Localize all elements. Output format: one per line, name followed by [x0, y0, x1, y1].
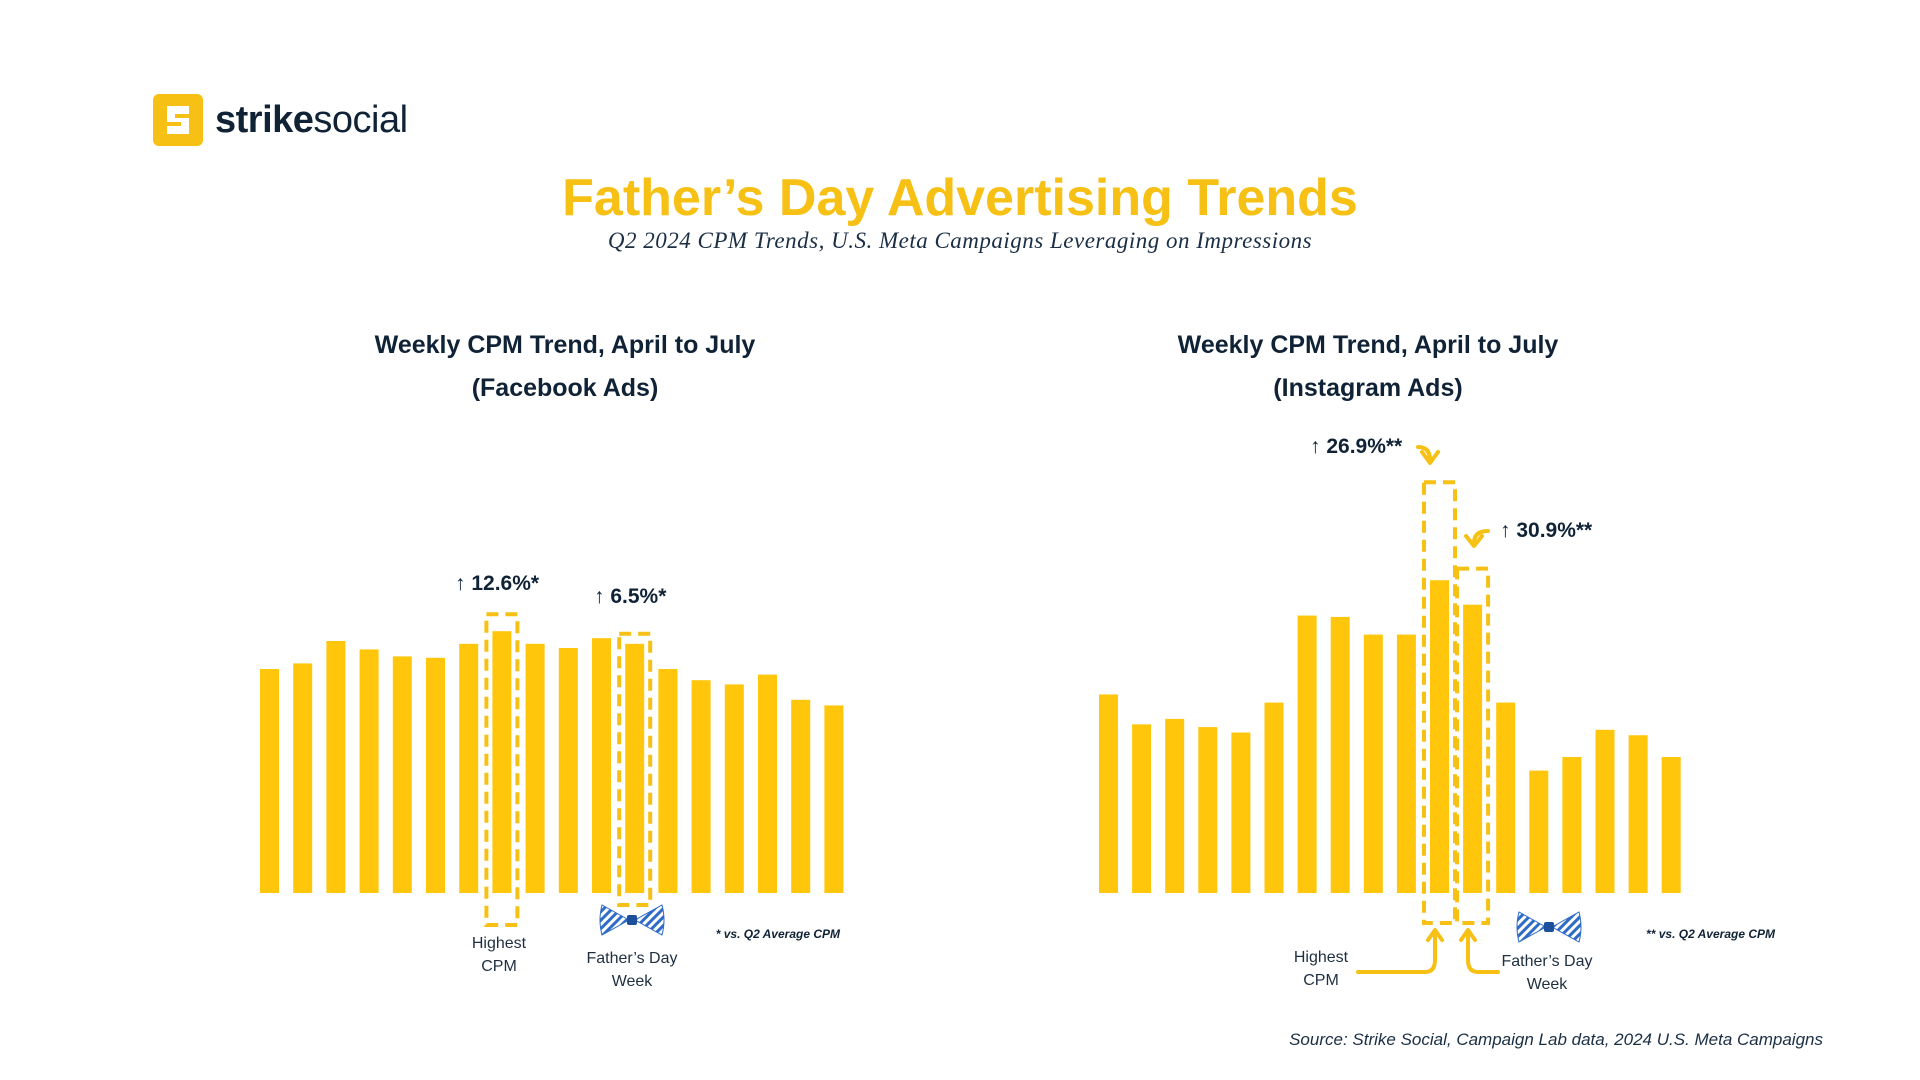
bar [758, 674, 777, 893]
bar [492, 631, 512, 893]
facebook-chart-title-line2: (Facebook Ads) [471, 374, 659, 402]
brand-wordmark: strikesocial [215, 101, 408, 139]
highlight-box [1455, 566, 1491, 925]
highest-cpm-connector [1356, 930, 1437, 974]
bar [525, 643, 545, 893]
bar [426, 657, 445, 893]
bar [724, 684, 744, 893]
bar [658, 669, 678, 893]
highlight-caption: CPM [481, 958, 517, 975]
highest-cpm-arrowhead [1426, 928, 1444, 942]
highlight-caption: Highest [472, 935, 527, 952]
bar [1430, 580, 1449, 893]
bar [1330, 616, 1350, 893]
bar [1661, 757, 1681, 893]
brand-name-regular: social [313, 99, 408, 141]
bar [1496, 702, 1516, 893]
instagram-chart-title-line2: (Instagram Ads) [1273, 374, 1463, 402]
bow-tie-icon [599, 904, 665, 936]
facebook-bar-chart: ↑ 12.6%* Highest CPM ↑ 6.5%* Father’s Day Wee… [260, 572, 844, 990]
highlight-box [1422, 480, 1457, 925]
bar [326, 641, 346, 893]
change-annotation: ↑ 6.5%* [594, 585, 667, 608]
footnote: ** vs. Q2 Average CPM [1646, 927, 1776, 941]
bar [1132, 724, 1152, 893]
instagram-chart-title-line1: Weekly CPM Trend, April to July [1177, 331, 1559, 359]
change-annotation: ↑ 26.9%** [1310, 435, 1403, 458]
pointer-arrow [1416, 445, 1432, 462]
bar [392, 656, 412, 893]
bar [558, 648, 578, 893]
change-annotation: ↑ 12.6%* [455, 572, 540, 595]
change-annotation: ↑ 30.9%** [1500, 519, 1593, 542]
bar [1396, 634, 1416, 893]
fathers-day-connector [1466, 930, 1500, 974]
bar [1562, 757, 1582, 893]
bow-tie-icon [1516, 911, 1582, 943]
bar [691, 680, 711, 893]
page-title: Father’s Day Advertising Trends [562, 169, 1358, 227]
bar [1363, 634, 1383, 893]
bar [1165, 718, 1185, 893]
bar [791, 699, 811, 893]
pointer-arrowhead [1420, 450, 1440, 465]
strike-social-logo: strikesocial [153, 94, 408, 146]
bar [1628, 735, 1648, 893]
footnote: * vs. Q2 Average CPM [716, 927, 841, 941]
bar [359, 649, 379, 893]
bar [1264, 702, 1284, 893]
bar [1099, 694, 1118, 893]
bar [260, 669, 279, 893]
instagram-bar-chart: ↑ 26.9%** Highest CPM ↑ 30.9%** Father’s Day… [1099, 435, 1776, 993]
bar [592, 638, 611, 893]
highlight-caption: Week [612, 973, 654, 990]
pointer-arrowhead [1464, 534, 1484, 548]
pointer-arrow [1472, 529, 1490, 545]
bar [293, 663, 313, 893]
bar [1231, 732, 1251, 893]
bar [1463, 604, 1483, 893]
bar [1198, 727, 1218, 893]
fathers-day-arrowhead [1459, 928, 1477, 942]
facebook-chart-title: Weekly CPM Trend, April to July (Faceboo… [285, 324, 845, 410]
bar [1529, 770, 1549, 893]
bar [1595, 729, 1615, 893]
highlight-caption: Week [1527, 976, 1569, 993]
instagram-chart-title: Weekly CPM Trend, April to July (Instagr… [1088, 324, 1648, 410]
strike-logo-icon [153, 94, 203, 146]
page-subtitle: Q2 2024 CPM Trends, U.S. Meta Campaigns … [607, 228, 1313, 253]
highlight-caption: Highest [1294, 949, 1349, 966]
bar [625, 643, 645, 893]
bar [1297, 615, 1317, 893]
highlight-caption: Father’s Day [587, 950, 678, 967]
facebook-chart-title-line1: Weekly CPM Trend, April to July [374, 331, 756, 359]
highlight-caption: CPM [1303, 972, 1339, 989]
bar [459, 643, 479, 893]
bar [824, 705, 844, 893]
highlight-caption: Father’s Day [1502, 953, 1593, 970]
source-note: Source: Strike Social, Campaign Lab data… [1289, 1030, 1823, 1049]
brand-name-bold: strike [215, 99, 314, 141]
